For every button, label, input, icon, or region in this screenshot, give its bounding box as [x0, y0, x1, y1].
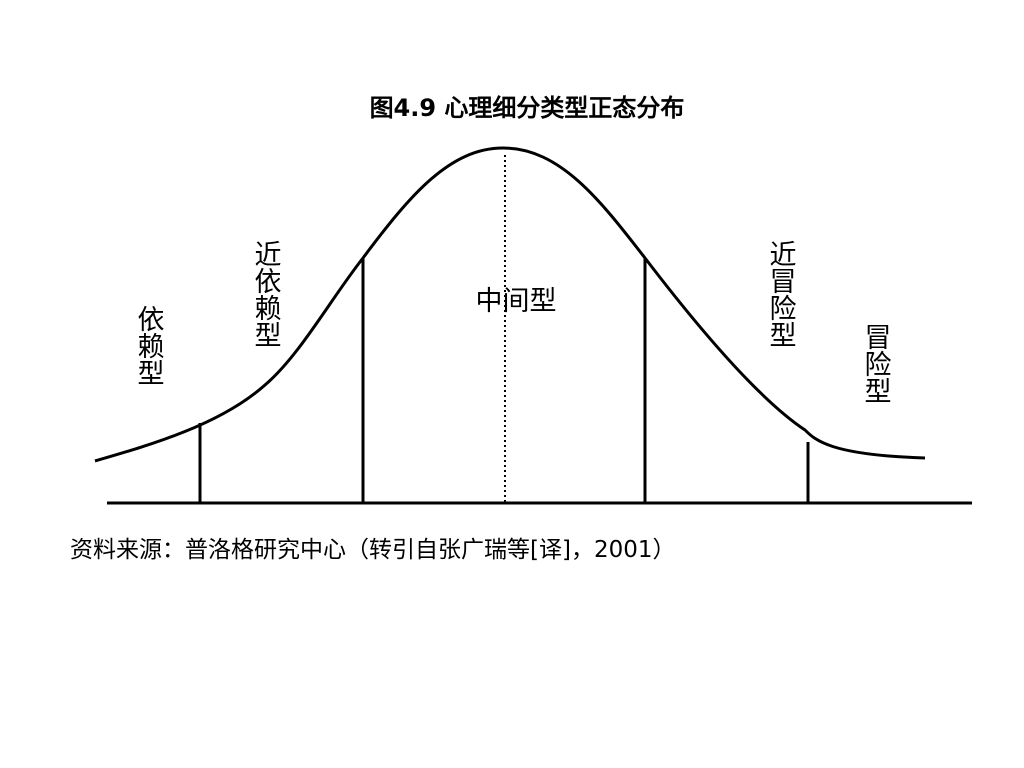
segment-label: 依赖型	[133, 305, 165, 386]
segment-label: 冒险型	[860, 323, 891, 404]
title: 图4.9 心理细分类型正态分布	[370, 94, 685, 122]
source-note: 资料来源：普洛格研究中心（转引自张广瑞等[译]，2001）	[70, 537, 675, 563]
segment-label: 近冒险型	[765, 240, 796, 348]
normal-curve	[94, 146, 926, 463]
segment-label: 中间型	[476, 286, 557, 317]
segment-label: 近依赖型	[250, 240, 282, 348]
